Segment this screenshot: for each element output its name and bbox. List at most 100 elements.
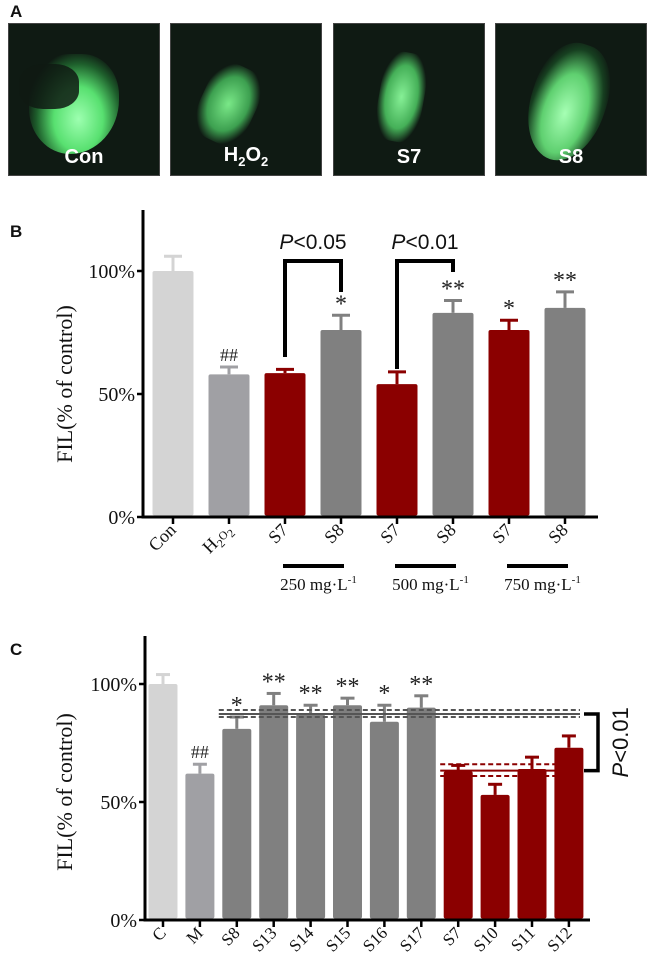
x-tick-label: S14 [285, 923, 317, 955]
bar-m [185, 773, 215, 919]
p-threshold: <0.01 [405, 231, 458, 254]
x-tick-label: S15 [322, 923, 354, 955]
bar-s12 [554, 747, 584, 919]
significance-asterisk: ** [336, 674, 360, 700]
fluorescence-image-h2o2: H2O2 [170, 23, 322, 176]
significance-hash: ## [220, 345, 238, 365]
p-value-label: P<0.05 [279, 231, 346, 254]
bar-s13 [259, 705, 289, 919]
significance-bracket [584, 712, 600, 773]
y-tick-label: 100% [88, 261, 135, 283]
x-tick-label: H2O2 [198, 520, 238, 560]
x-tick-label: S17 [396, 923, 428, 955]
x-tick-label: S7 [439, 923, 465, 949]
fluorescence-glow [186, 56, 271, 152]
fluorescence-image-s7: S7 [333, 23, 485, 176]
image-label-text: S7 [396, 146, 422, 168]
x-tick-label: S8 [432, 520, 460, 548]
subscript: 2 [238, 154, 246, 169]
bar-s8 [432, 312, 474, 516]
significance-hash: ## [191, 742, 209, 762]
x-tick-label: S16 [359, 923, 391, 955]
bar-s8 [544, 307, 586, 516]
image-label-con: Con [9, 146, 159, 169]
image-label-text: H [223, 144, 239, 166]
bar-s16 [369, 721, 399, 919]
bar-s11 [517, 768, 547, 919]
p-value-label: P<0.01 [391, 231, 458, 254]
bar-s7 [264, 373, 306, 516]
significance-asterisk: * [378, 681, 390, 707]
x-tick-label: S7 [264, 520, 292, 548]
image-label-text: O [245, 144, 261, 166]
panel-c-letter: C [10, 640, 23, 659]
significance-asterisk: ** [299, 681, 323, 707]
bar-s8 [222, 728, 252, 919]
significance-asterisk: * [503, 296, 515, 322]
bar-s7 [443, 771, 473, 919]
p-value-label: P<0.01 [608, 707, 633, 777]
x-tick-label: S8 [544, 520, 572, 548]
y-tick-label: 100% [90, 674, 137, 696]
significance-asterisk: ** [553, 268, 577, 294]
dose-text: 500 mg·L [392, 575, 460, 594]
x-tick-label: S11 [507, 923, 539, 955]
x-tick-label: S7 [376, 520, 404, 548]
significance-asterisk: ** [409, 672, 433, 698]
bar-c [148, 684, 178, 919]
p-threshold: <0.05 [293, 231, 346, 254]
fluorescence-image-s8: S8 [495, 23, 647, 176]
p-italic: P [279, 231, 293, 254]
dose-group-label: 250 mg·L-1 [280, 574, 357, 594]
significance-bracket [283, 259, 343, 357]
p-italic: P [608, 762, 633, 777]
p-italic: P [391, 231, 405, 254]
image-label-text: Con [64, 146, 104, 168]
significance-asterisk: * [231, 693, 243, 719]
x-tick-label: M [183, 923, 207, 947]
fluorescence-image-con: Con [8, 23, 160, 176]
y-tick-label: 0% [110, 910, 137, 932]
x-tick-label: S8 [320, 520, 348, 548]
chart-b: 0% 50% 100% FIL(% of control) Con H2O2 ## S7 S8 *… [52, 210, 598, 594]
dose-unit-exponent: -1 [572, 574, 581, 586]
bar-s17 [406, 707, 436, 919]
image-label-h2o2: H2O2 [171, 144, 321, 169]
dose-unit-exponent: -1 [460, 574, 469, 586]
image-label-s7: S7 [334, 146, 484, 169]
panel-b-letter: B [10, 222, 23, 241]
bar-s7 [376, 384, 418, 516]
bar-s7 [488, 330, 530, 516]
bar-con [152, 271, 194, 516]
subscript: 2 [261, 154, 269, 169]
x-tick-label: Con [144, 520, 179, 555]
bar-s14 [296, 714, 326, 919]
x-tick-label: C [148, 923, 169, 944]
bar-s15 [333, 705, 362, 919]
x-tick-label: S13 [248, 923, 280, 955]
dose-unit-exponent: -1 [348, 574, 357, 586]
chart-c: 0% 50% 100% FIL(% of control) C M ## S8 * S13 ** S1… [52, 636, 633, 956]
y-tick-label: 50% [100, 792, 137, 814]
significance-asterisk: ** [262, 669, 286, 695]
significance-asterisk: ** [441, 277, 465, 303]
x-tick-label: S10 [470, 923, 502, 955]
p-threshold: <0.01 [608, 707, 633, 763]
image-label-s8: S8 [496, 146, 646, 169]
y-tick-label: 0% [108, 507, 135, 529]
significance-bracket [395, 259, 455, 369]
bar-s8 [320, 330, 362, 516]
dose-group-label: 750 mg·L-1 [504, 574, 581, 594]
y-axis-label: FIL(% of control) [52, 713, 77, 871]
bar-h2o2 [208, 374, 250, 516]
dose-group-label: 500 mg·L-1 [392, 574, 469, 594]
fluorescence-glow [371, 48, 432, 146]
significance-asterisk: * [335, 291, 347, 317]
panel-a-letter: A [10, 2, 23, 21]
dose-text: 750 mg·L [504, 575, 572, 594]
dose-text: 250 mg·L [280, 575, 348, 594]
image-label-text: S8 [558, 146, 584, 168]
x-tick-label: S12 [544, 923, 576, 955]
y-tick-label: 50% [98, 384, 135, 406]
x-tick-label: S8 [217, 923, 243, 949]
